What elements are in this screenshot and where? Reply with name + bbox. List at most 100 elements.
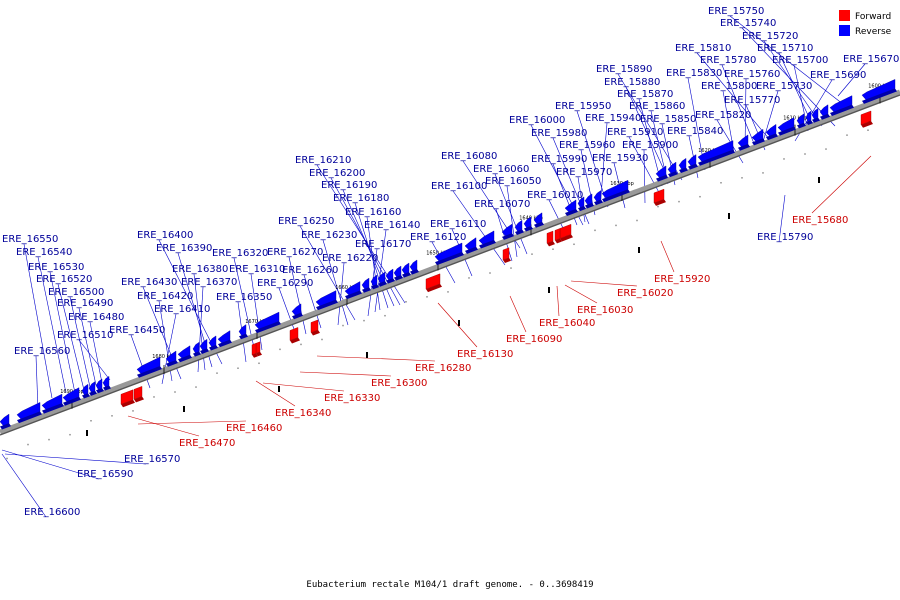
gene-label-ere-15680[interactable]: ERE_15680	[792, 215, 848, 226]
gene-label-ere-15710[interactable]: ERE_15710	[757, 43, 813, 54]
gene-label-ere-16330[interactable]: ERE_16330	[324, 393, 380, 404]
gene-label-ere-16210[interactable]: ERE_16210	[295, 155, 351, 166]
gene-label-ere-16430[interactable]: ERE_16430	[121, 277, 177, 288]
gene-label-ere-16080[interactable]: ERE_16080	[441, 151, 497, 162]
gene-label-ere-15760[interactable]: ERE_15760	[724, 69, 780, 80]
gene-label-ere-15960[interactable]: ERE_15960	[559, 140, 615, 151]
gene-label-ere-16110[interactable]: ERE_16110	[430, 219, 486, 230]
gene-label-ere-16160[interactable]: ERE_16160	[345, 207, 401, 218]
gene-label-ere-15980[interactable]: ERE_15980	[531, 128, 587, 139]
gene-label-ere-16120[interactable]: ERE_16120	[410, 232, 466, 243]
gene-label-ere-15870[interactable]: ERE_15870	[617, 89, 673, 100]
gene-label-ere-15730[interactable]: ERE_15730	[756, 81, 812, 92]
gene-label-ere-16400[interactable]: ERE_16400	[137, 230, 193, 241]
gene-label-ere-16180[interactable]: ERE_16180	[333, 193, 389, 204]
gene-label-ere-16230[interactable]: ERE_16230	[301, 230, 357, 241]
gene-label-ere-16270[interactable]: ERE_16270	[267, 247, 323, 258]
gene-label-ere-16370[interactable]: ERE_16370	[181, 277, 237, 288]
forward-gene[interactable]	[255, 341, 261, 354]
gene-label-ere-15790[interactable]: ERE_15790	[757, 232, 813, 243]
gene-label-ere-16540[interactable]: ERE_16540	[16, 247, 72, 258]
gene-label-ere-16060[interactable]: ERE_16060	[473, 164, 529, 175]
gene-label-ere-16500[interactable]: ERE_16500	[48, 287, 104, 298]
track-dash	[468, 277, 470, 279]
gene-label-ere-16490[interactable]: ERE_16490	[57, 298, 113, 309]
gene-label-ere-16600[interactable]: ERE_16600	[24, 507, 80, 518]
legend-forward-swatch	[839, 10, 850, 21]
gene-label-ere-15860[interactable]: ERE_15860	[629, 101, 685, 112]
gene-label-ere-16470[interactable]: ERE_16470	[179, 438, 235, 449]
gene-label-ere-16140[interactable]: ERE_16140	[364, 220, 420, 231]
reverse-gene-shadow	[178, 354, 192, 363]
gene-label-ere-16410[interactable]: ERE_16410	[154, 304, 210, 315]
gene-label-ere-15820[interactable]: ERE_15820	[695, 110, 751, 121]
gene-label-ere-15840[interactable]: ERE_15840	[667, 126, 723, 137]
forward-gene-shadow	[252, 353, 258, 358]
gene-label-ere-16380[interactable]: ERE_16380	[172, 264, 228, 275]
gene-label-ere-16050[interactable]: ERE_16050	[485, 176, 541, 187]
gene-label-ere-15750[interactable]: ERE_15750	[708, 6, 764, 17]
gene-label-ere-15970[interactable]: ERE_15970	[556, 167, 612, 178]
track-dash	[783, 158, 785, 160]
gene-label-ere-16520[interactable]: ERE_16520	[36, 274, 92, 285]
gene-label-ere-16040[interactable]: ERE_16040	[539, 318, 595, 329]
gene-label-ere-16000[interactable]: ERE_16000	[509, 115, 565, 126]
gene-label-ere-15910[interactable]: ERE_15910	[607, 127, 663, 138]
gene-label-ere-16190[interactable]: ERE_16190	[321, 180, 377, 191]
gene-label-ere-16130[interactable]: ERE_16130	[457, 349, 513, 360]
gene-label-ere-16460[interactable]: ERE_16460	[226, 423, 282, 434]
gene-label-ere-15940[interactable]: ERE_15940	[585, 113, 641, 124]
gene-label-ere-16480[interactable]: ERE_16480	[68, 312, 124, 323]
gene-label-ere-15670[interactable]: ERE_15670	[843, 54, 899, 65]
gene-label-ere-16020[interactable]: ERE_16020	[617, 288, 673, 299]
gene-label-ere-16510[interactable]: ERE_16510	[57, 330, 113, 341]
gene-label-ere-16560[interactable]: ERE_16560	[14, 346, 70, 357]
gene-label-ere-15690[interactable]: ERE_15690	[810, 70, 866, 81]
gene-label-ere-15850[interactable]: ERE_15850	[640, 114, 696, 125]
gene-label-ere-16340[interactable]: ERE_16340	[275, 408, 331, 419]
gene-label-ere-16250[interactable]: ERE_16250	[278, 216, 334, 227]
gene-label-ere-16290[interactable]: ERE_16290	[257, 278, 313, 289]
gene-label-ere-16070[interactable]: ERE_16070	[474, 199, 530, 210]
gene-label-ere-15880[interactable]: ERE_15880	[604, 77, 660, 88]
gene-label-ere-16200[interactable]: ERE_16200	[309, 168, 365, 179]
gene-label-ere-15740[interactable]: ERE_15740	[720, 18, 776, 29]
gene-label-ere-15920[interactable]: ERE_15920	[654, 274, 710, 285]
gene-label-ere-16420[interactable]: ERE_16420	[137, 291, 193, 302]
gene-label-ere-16220[interactable]: ERE_16220	[322, 253, 378, 264]
gene-label-ere-16570[interactable]: ERE_16570	[124, 454, 180, 465]
gene-label-ere-15830[interactable]: ERE_15830	[666, 68, 722, 79]
gene-label-ere-16090[interactable]: ERE_16090	[506, 334, 562, 345]
gene-label-ere-15930[interactable]: ERE_15930	[592, 153, 648, 164]
forward-gene-shadow	[311, 329, 320, 336]
gene-label-ere-16450[interactable]: ERE_16450	[109, 325, 165, 336]
gene-label-ere-16530[interactable]: ERE_16530	[28, 262, 84, 273]
gene-label-ere-16310[interactable]: ERE_16310	[229, 264, 285, 275]
gene-label-ere-16320[interactable]: ERE_16320	[212, 248, 268, 259]
gene-label-ere-16390[interactable]: ERE_16390	[156, 243, 212, 254]
gene-label-ere-16280[interactable]: ERE_16280	[415, 363, 471, 374]
gene-label-ere-15700[interactable]: ERE_15700	[772, 55, 828, 66]
gene-label-ere-16300[interactable]: ERE_16300	[371, 378, 427, 389]
gene-label-ere-15990[interactable]: ERE_15990	[531, 154, 587, 165]
gene-label-ere-15950[interactable]: ERE_15950	[555, 101, 611, 112]
forward-gene-shadow	[503, 257, 511, 263]
gene-label-ere-16350[interactable]: ERE_16350	[216, 292, 272, 303]
gene-label-ere-16550[interactable]: ERE_16550	[2, 234, 58, 245]
gene-label-ere-16590[interactable]: ERE_16590	[77, 469, 133, 480]
gene-label-ere-16260[interactable]: ERE_16260	[282, 265, 338, 276]
gene-label-ere-15890[interactable]: ERE_15890	[596, 64, 652, 75]
gene-label-ere-16030[interactable]: ERE_16030	[577, 305, 633, 316]
gene-label-ere-15720[interactable]: ERE_15720	[742, 31, 798, 42]
gene-label-ere-15810[interactable]: ERE_15810	[675, 43, 731, 54]
gene-label-ere-15900[interactable]: ERE_15900	[622, 140, 678, 151]
forward-gene[interactable]	[251, 342, 257, 356]
gene-label-ere-15800[interactable]: ERE_15800	[701, 81, 757, 92]
forward-gene[interactable]	[554, 228, 561, 241]
gene-label-ere-15770[interactable]: ERE_15770	[724, 95, 780, 106]
gene-label-ere-15780[interactable]: ERE_15780	[700, 55, 756, 66]
gene-label-ere-16100[interactable]: ERE_16100	[431, 181, 487, 192]
reverse-gene-shadow	[166, 360, 178, 367]
gene-label-ere-16170[interactable]: ERE_16170	[355, 239, 411, 250]
gene-label-ere-16010[interactable]: ERE_16010	[527, 190, 583, 201]
